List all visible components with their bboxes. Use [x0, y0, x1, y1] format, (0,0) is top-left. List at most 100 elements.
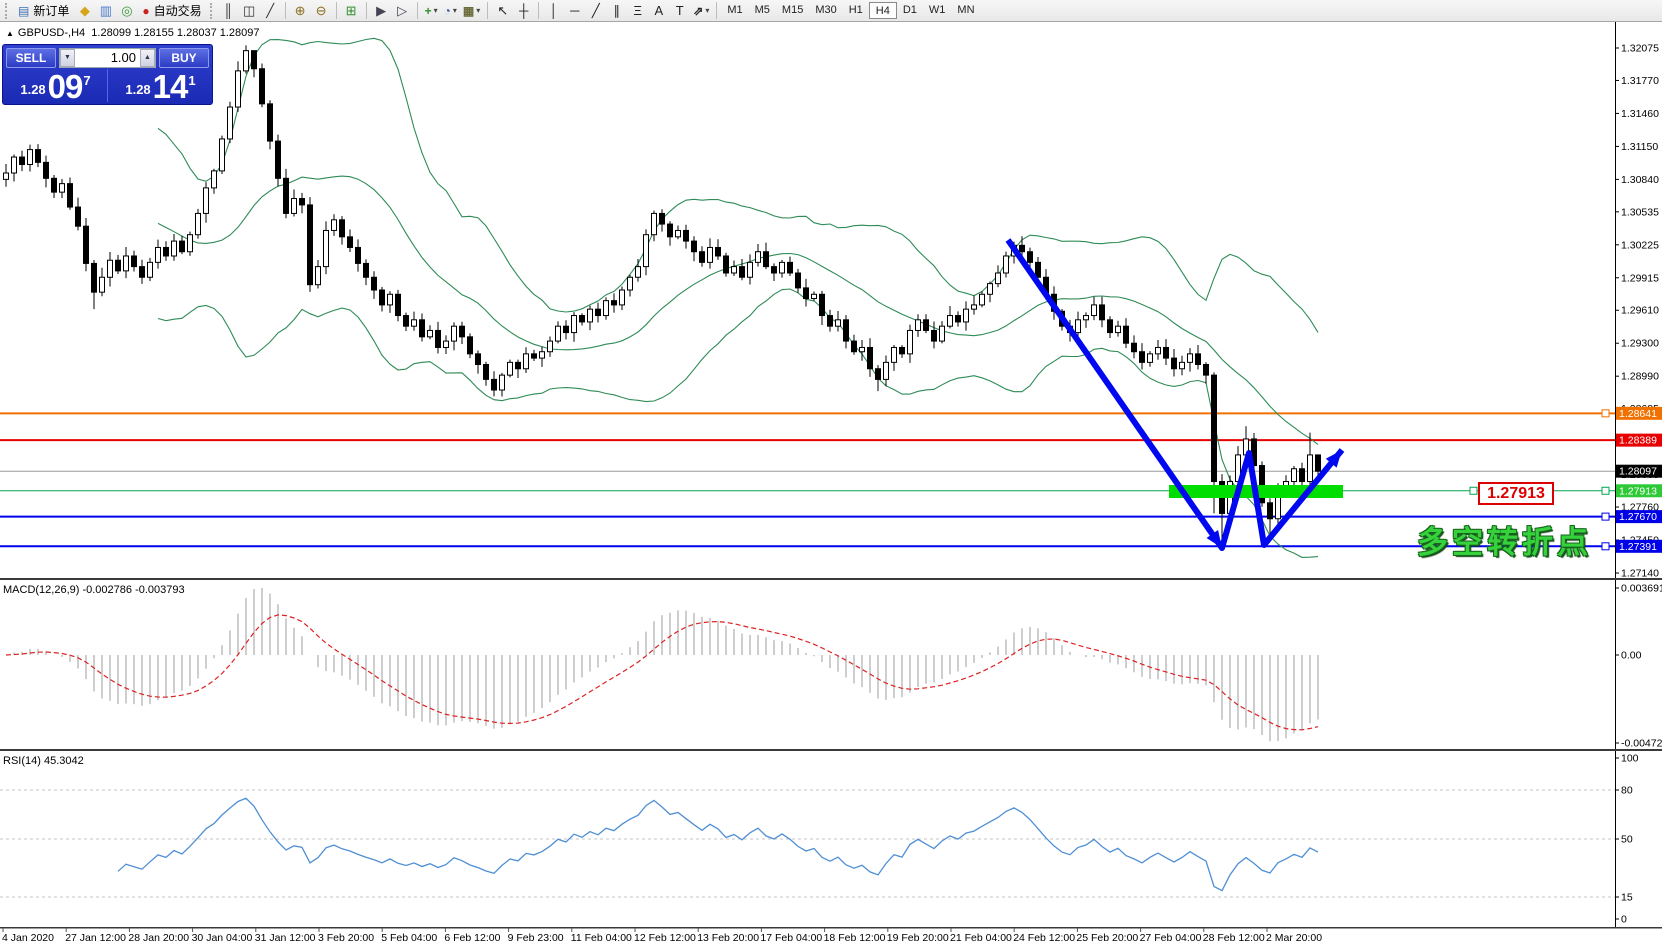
macd-indicator-label: MACD(12,26,9) -0.002786 -0.003793 — [3, 584, 185, 596]
candle-body — [395, 293, 401, 317]
candle-body — [507, 361, 513, 376]
chevron-down-icon: ▾ — [433, 6, 438, 15]
bollinger-middle-band — [157, 175, 1319, 445]
candle-body — [347, 236, 353, 248]
volume-decrease-button[interactable]: ▼ — [60, 48, 75, 67]
line-handle[interactable] — [1601, 542, 1610, 551]
tf-button-m1[interactable]: M1 — [727, 4, 743, 16]
candle-body — [587, 308, 593, 323]
time-tick-label: 11 Feb 04:00 — [571, 932, 632, 944]
line-chart-icon[interactable]: ╱ — [266, 3, 275, 18]
candle-body — [451, 325, 457, 342]
line-handle[interactable] — [1601, 409, 1610, 418]
tf-button-h4[interactable]: H4 — [868, 2, 897, 19]
candle-body — [571, 315, 577, 334]
candle-body — [651, 212, 657, 236]
line-handle[interactable] — [1601, 486, 1610, 495]
tf-button-mn[interactable]: MN — [957, 4, 975, 16]
price-callout-label[interactable]: 1.27913 — [1478, 482, 1554, 505]
candlestick-chart-icon[interactable]: ◫ — [242, 3, 256, 18]
auto-trading-button[interactable]: ● 自动交易 — [142, 3, 202, 19]
line-handle[interactable] — [1469, 486, 1478, 495]
sell-button[interactable]: SELL — [6, 47, 56, 68]
candle-body — [459, 325, 465, 338]
candle-body — [619, 289, 625, 306]
cursor-icon[interactable]: ↖ — [497, 3, 509, 18]
price-tick-label: 1.29300 — [1621, 338, 1659, 350]
chart-shift-icon[interactable]: ▷ — [397, 3, 408, 18]
horizontal-line-icon[interactable]: ─ — [570, 3, 580, 18]
candle-body — [923, 319, 929, 331]
candle-body — [827, 315, 833, 327]
volume-input[interactable]: 1.00 — [110, 50, 136, 65]
arrows-button[interactable]: ⇗ ▾ — [690, 1, 712, 20]
text-icon[interactable]: A — [654, 3, 664, 18]
equidistant-channel-icon[interactable]: ∥ — [613, 3, 621, 18]
candle-body — [419, 319, 425, 338]
tf-button-m15[interactable]: M15 — [781, 4, 804, 16]
time-tick-label: 31 Jan 12:00 — [255, 932, 316, 944]
candle-body — [1027, 251, 1033, 263]
candle-body — [235, 70, 241, 108]
zoom-in-icon[interactable]: ⊕ — [294, 3, 306, 18]
candle-body — [1299, 468, 1305, 483]
tf-button-w1[interactable]: W1 — [928, 4, 946, 16]
candle-body — [339, 219, 345, 238]
candle-body — [731, 266, 737, 274]
candle-body — [371, 276, 377, 291]
auto-scroll-icon[interactable]: ▶ — [376, 3, 387, 18]
vertical-line-icon[interactable]: │ — [549, 3, 558, 18]
rsi-tick-label: 0 — [1621, 914, 1627, 926]
candle-body — [659, 212, 665, 225]
sell-price[interactable]: 1.28 09 7 — [3, 69, 108, 103]
tile-windows-icon[interactable]: ⊞ — [345, 3, 357, 18]
tf-button-m30[interactable]: M30 — [815, 4, 837, 16]
rsi-tick-label: 80 — [1621, 785, 1633, 797]
market-watch-icon[interactable]: ◆ — [79, 3, 90, 18]
panel-separator[interactable] — [0, 749, 1662, 751]
bar-chart-icon[interactable]: ║ — [223, 3, 233, 18]
price-tick-label: 1.29610 — [1621, 305, 1659, 317]
candle-body — [35, 149, 41, 163]
fibonacci-icon[interactable]: Ξ — [633, 3, 642, 18]
tf-button-d1[interactable]: D1 — [902, 4, 917, 16]
candle-body — [179, 240, 185, 253]
line-handle[interactable] — [1601, 512, 1610, 521]
candle-body — [147, 261, 153, 278]
candle-body — [467, 336, 473, 355]
trendline-icon[interactable]: ╱ — [591, 3, 600, 18]
candle-body — [83, 225, 89, 264]
navigator-icon[interactable]: ◎ — [121, 3, 133, 18]
candle-body — [1171, 357, 1177, 370]
panel-separator[interactable] — [0, 578, 1662, 580]
data-window-icon[interactable]: ▥ — [99, 3, 112, 18]
trend-zigzag-arrow[interactable] — [1005, 238, 1345, 551]
tf-button-m5[interactable]: M5 — [754, 4, 770, 16]
chevron-down-icon: ▾ — [476, 6, 481, 15]
time-tick-label: 17 Feb 04:00 — [760, 932, 822, 944]
candle-body — [1099, 304, 1105, 321]
candle-body — [699, 251, 705, 263]
candle-body — [891, 346, 897, 363]
tf-button-h1[interactable]: H1 — [848, 4, 863, 16]
crosshair-icon[interactable]: ┼ — [519, 3, 529, 18]
volume-increase-button[interactable]: ▲ — [140, 48, 155, 67]
buy-button[interactable]: BUY — [159, 47, 209, 68]
templates-button[interactable]: ▦ ▾ — [460, 1, 483, 20]
zoom-out-icon[interactable]: ⊖ — [315, 3, 327, 18]
indicators-button[interactable]: + ▾ — [422, 1, 441, 20]
candle-body — [411, 319, 417, 327]
candle-body — [59, 183, 65, 193]
buy-price[interactable]: 1.28 14 1 — [125, 68, 196, 105]
time-tick-label: 27 Feb 04:00 — [1140, 932, 1202, 944]
turning-point-annotation[interactable]: 多空转折点 — [1417, 525, 1592, 560]
arrowhead-icon — [1206, 530, 1222, 548]
periods-button[interactable]: ◔ ▾ — [441, 1, 460, 20]
rsi-panel — [0, 789, 1615, 898]
time-tick-label: 2 Mar 20:00 — [1266, 932, 1322, 944]
candle-body — [67, 183, 73, 208]
label-icon[interactable]: T — [675, 3, 684, 18]
new-order-button[interactable]: ▤ 新订单 — [18, 3, 70, 19]
